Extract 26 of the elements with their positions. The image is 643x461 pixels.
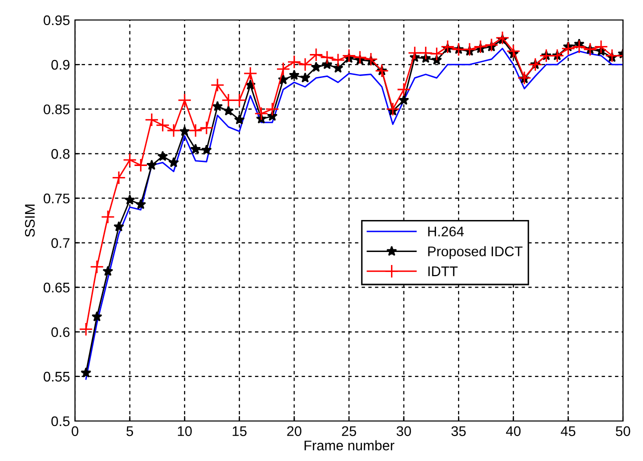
x-tick-label: 5 [126,426,134,436]
y-tick-label: 0.65 [44,282,70,293]
x-tick-label: 15 [232,426,247,436]
x-axis-title: Frame number [304,440,394,450]
y-axis-title: SSIM [24,204,35,237]
x-tick-label: 40 [506,426,521,436]
y-tick-label: 0.75 [44,194,70,204]
y-tick-label: 0.7 [51,238,70,248]
x-tick-label: 25 [342,426,356,436]
y-tick-label: 0.95 [44,15,70,26]
y-tick-label: 0.8 [51,149,70,159]
x-tick-label: 20 [287,426,302,436]
y-tick-label: 0.6 [51,327,70,338]
y-tick-label: 0.85 [44,104,70,114]
x-tick-label: 30 [396,426,411,436]
x-tick-label: 45 [560,426,576,436]
legend-label: H.264 [428,226,464,236]
y-tick-label: 0.9 [51,60,70,70]
x-tick-label: 50 [616,426,630,436]
y-tick-label: 0.5 [51,416,70,426]
x-tick-label: 35 [451,426,466,436]
x-tick-label: 10 [178,426,192,436]
legend-label: Proposed IDCT [428,246,523,260]
y-tick-label: 0.55 [44,372,70,382]
legend-label: IDTT [428,266,458,276]
x-tick-label: 0 [72,426,78,436]
